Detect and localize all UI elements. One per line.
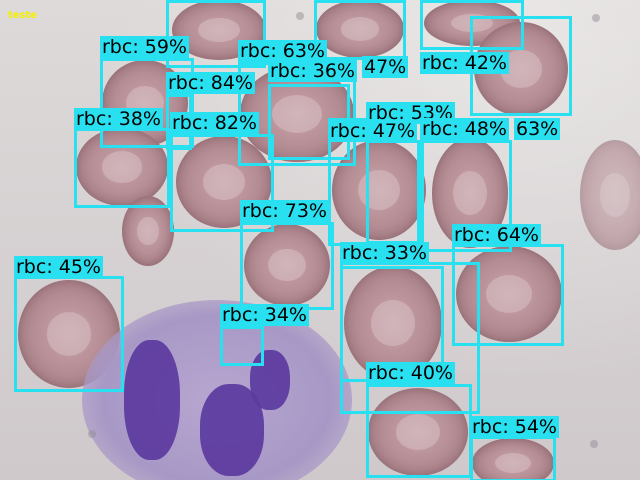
detection-box[interactable] — [366, 140, 420, 244]
red-blood-cell — [240, 66, 354, 162]
detection-label: rbc: 36% — [268, 60, 357, 82]
detection-label: rbc: 84% — [166, 72, 255, 94]
detection-label: 47% — [362, 56, 409, 78]
white-blood-cell-nucleus — [250, 350, 290, 410]
platelet — [88, 430, 96, 438]
detection-box[interactable] — [470, 436, 556, 480]
detection-label: rbc: 42% — [420, 52, 509, 74]
detection-box[interactable] — [170, 134, 274, 232]
detection-label: rbc: 59% — [100, 36, 189, 58]
red-blood-cell — [368, 388, 468, 476]
detection-box[interactable] — [420, 140, 512, 252]
platelet — [592, 14, 600, 22]
red-blood-cell — [76, 128, 168, 206]
red-blood-cell — [472, 438, 554, 480]
detection-label: rbc: 38% — [74, 108, 163, 130]
detection-box[interactable] — [14, 276, 124, 392]
detection-label: rbc: 73% — [240, 200, 329, 222]
platelet — [590, 440, 598, 448]
white-blood-cell-nucleus — [124, 340, 180, 460]
detection-label: 63% — [514, 118, 561, 140]
detection-box[interactable] — [220, 326, 264, 366]
red-blood-cell — [332, 140, 426, 240]
platelet — [296, 12, 304, 20]
detection-label: rbc: 54% — [470, 416, 559, 438]
detection-label: rbc: 64% — [452, 224, 541, 246]
detection-box[interactable] — [166, 0, 266, 68]
detection-label: rbc: 34% — [220, 304, 309, 326]
red-blood-cell — [344, 266, 442, 380]
red-blood-cell — [580, 140, 640, 250]
detection-label: rbc: 33% — [340, 242, 429, 264]
detection-box[interactable] — [100, 58, 194, 148]
detection-label: rbc: 45% — [14, 256, 103, 278]
detection-label: rbc: 63% — [238, 40, 327, 62]
detection-box[interactable] — [366, 384, 472, 478]
detection-label: rbc: 48% — [420, 118, 509, 140]
detection-label: rbc: 47% — [328, 120, 417, 142]
detection-box[interactable] — [240, 222, 334, 310]
red-blood-cell — [316, 0, 404, 58]
red-blood-cell — [244, 224, 330, 306]
detection-label: rbc: 82% — [170, 112, 259, 134]
detection-box[interactable] — [74, 128, 170, 208]
detection-box[interactable] — [314, 0, 406, 60]
detection-label: rbc: 40% — [366, 362, 455, 384]
image-tag: teste — [8, 10, 38, 21]
